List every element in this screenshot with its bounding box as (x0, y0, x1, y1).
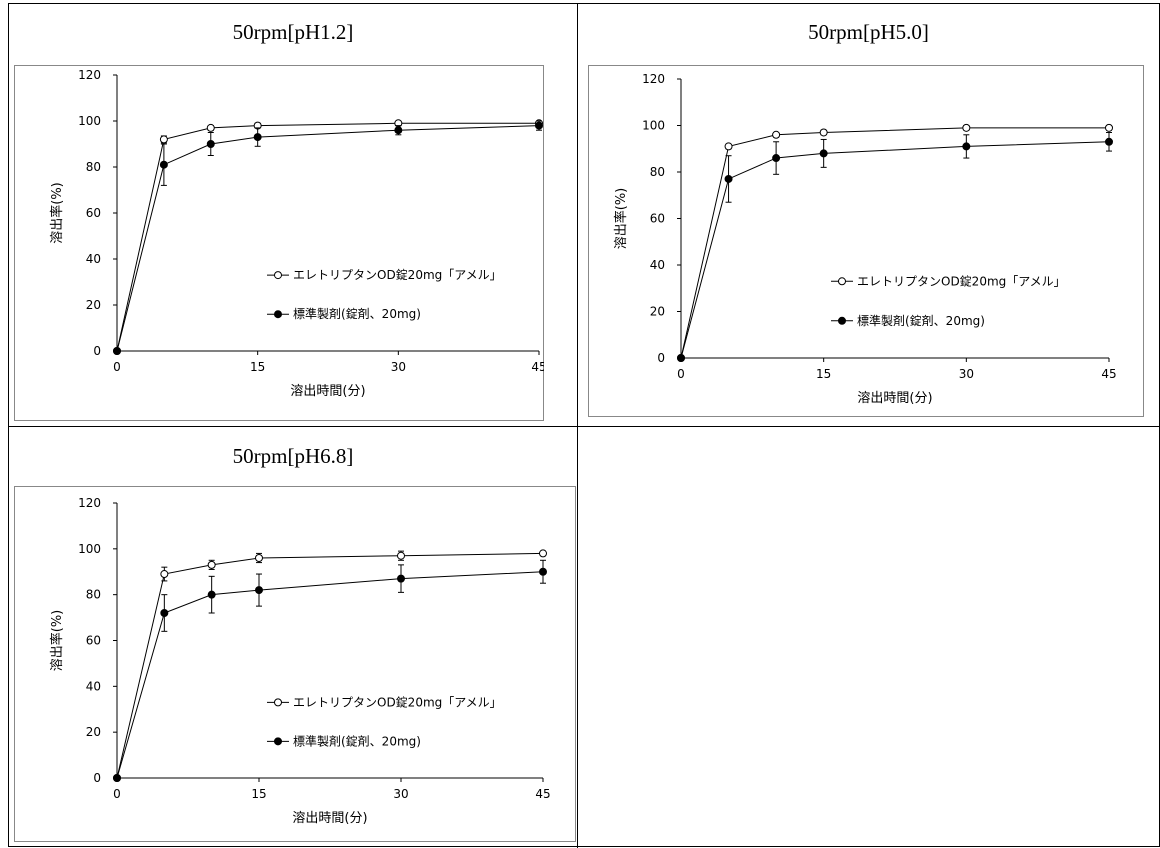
data-point (539, 549, 547, 558)
data-point (819, 128, 828, 137)
data-point (159, 135, 168, 144)
x-tick-label: 45 (531, 360, 544, 374)
data-point (819, 149, 828, 158)
panel-title-ph12: 50rpm[pH1.2] (232, 20, 354, 44)
legend-marker (274, 271, 282, 280)
data-point (724, 174, 733, 183)
x-tick-label: 30 (393, 787, 408, 801)
series-line (680, 141, 1110, 359)
data-point (962, 142, 971, 151)
y-axis-label: 溶出率(%) (613, 188, 629, 250)
data-point (535, 121, 543, 130)
x-tick-label: 30 (391, 360, 406, 374)
legend-label: 標準製剤(錠剤、20mg) (857, 313, 985, 328)
y-axis-label: 溶出率(%) (49, 182, 65, 244)
y-tick-label: 40 (86, 679, 101, 693)
legend-marker (838, 316, 846, 325)
x-tick-label: 0 (113, 360, 121, 374)
series-line (116, 571, 544, 779)
series-line (116, 552, 544, 779)
y-tick-label: 100 (78, 542, 101, 556)
data-point (539, 567, 547, 576)
data-point (724, 142, 733, 151)
legend-marker (274, 698, 282, 707)
data-point (206, 140, 215, 148)
legend-marker (838, 277, 846, 286)
data-point (677, 354, 685, 362)
data-point (113, 774, 121, 782)
y-tick-label: 20 (86, 298, 101, 312)
y-tick-label: 80 (86, 588, 101, 602)
x-tick-label: 45 (535, 787, 550, 801)
x-tick-label: 45 (1101, 367, 1116, 381)
legend-label: 標準製剤(錠剤、20mg) (293, 733, 421, 748)
legend-label: エレトリプタンOD錠20mg「アメル」 (293, 694, 502, 709)
y-tick-label: 60 (86, 206, 101, 220)
y-tick-label: 0 (657, 351, 665, 365)
y-axis-label: 溶出率(%) (49, 610, 65, 672)
data-point (1105, 137, 1113, 146)
legend-label: エレトリプタンOD錠20mg「アメル」 (293, 267, 502, 282)
x-tick-label: 30 (959, 367, 974, 381)
y-tick-label: 20 (86, 725, 101, 739)
y-tick-label: 120 (78, 496, 101, 510)
data-point (206, 123, 215, 132)
y-tick-label: 100 (642, 119, 665, 133)
dissolution-chart-ph50: 0 20 40 60 80 100 120 0 15 30 45 溶出時間(分) 溶出率(%) エレトリプ… (588, 65, 1144, 417)
x-tick-label: 0 (113, 787, 121, 801)
y-tick-label: 60 (86, 634, 101, 648)
data-point (159, 160, 168, 169)
x-tick-label: 15 (250, 360, 265, 374)
legend-marker (274, 737, 282, 746)
y-tick-label: 120 (78, 68, 101, 82)
y-tick-label: 0 (93, 771, 101, 785)
y-tick-label: 120 (642, 72, 665, 86)
x-tick-label: 0 (677, 367, 685, 381)
x-tick-label: 15 (816, 367, 831, 381)
y-tick-label: 80 (86, 160, 101, 174)
y-tick-label: 60 (650, 212, 665, 226)
data-point (1105, 123, 1113, 132)
data-point (772, 130, 781, 139)
data-point (962, 123, 971, 132)
legend-label: エレトリプタンOD錠20mg「アメル」 (857, 273, 1066, 288)
y-tick-label: 100 (78, 114, 101, 128)
series-line (680, 127, 1109, 359)
series-line (116, 125, 540, 352)
legend-label: 標準製剤(錠剤、20mg) (293, 306, 421, 321)
data-point (772, 154, 781, 163)
y-tick-label: 0 (93, 344, 101, 358)
data-point (253, 133, 262, 142)
series-line (116, 122, 539, 352)
cell-divider-horizontal (9, 426, 1159, 427)
data-point (255, 554, 263, 562)
panel-title-ph50: 50rpm[pH5.0] (808, 20, 929, 44)
x-tick-label: 15 (251, 787, 266, 801)
panel-title-ph68: 50rpm[pH6.8] (232, 444, 354, 468)
y-tick-label: 40 (650, 258, 665, 272)
y-tick-label: 80 (650, 165, 665, 179)
x-axis-label: 溶出時間(分) (292, 811, 367, 826)
data-point (255, 586, 263, 595)
chart-frame (14, 65, 544, 421)
dissolution-chart-ph68: 0 20 40 60 80 100 120 0 15 30 45 溶出時間(分) 溶出率(%) エレトリプ… (14, 486, 576, 842)
x-axis-label: 溶出時間(分) (857, 391, 932, 406)
data-point (397, 574, 405, 583)
data-point (397, 551, 405, 560)
data-point (207, 590, 216, 599)
y-tick-label: 20 (650, 305, 665, 319)
data-point (160, 570, 169, 579)
cell-divider-vertical (577, 4, 578, 427)
data-point (160, 609, 169, 617)
y-tick-label: 40 (86, 252, 101, 266)
data-point (394, 126, 403, 135)
data-point (207, 560, 216, 569)
cell-divider-vertical-lower (577, 427, 578, 848)
legend-marker (274, 310, 282, 319)
chart-frame (14, 486, 576, 842)
chart-frame (588, 65, 1144, 417)
data-point (113, 347, 121, 355)
x-axis-label: 溶出時間(分) (290, 384, 365, 399)
dissolution-chart-ph12: 0 20 40 60 80 100 120 0 15 30 45 溶出時間(分) 溶出率(%) エレトリプ… (14, 65, 544, 421)
